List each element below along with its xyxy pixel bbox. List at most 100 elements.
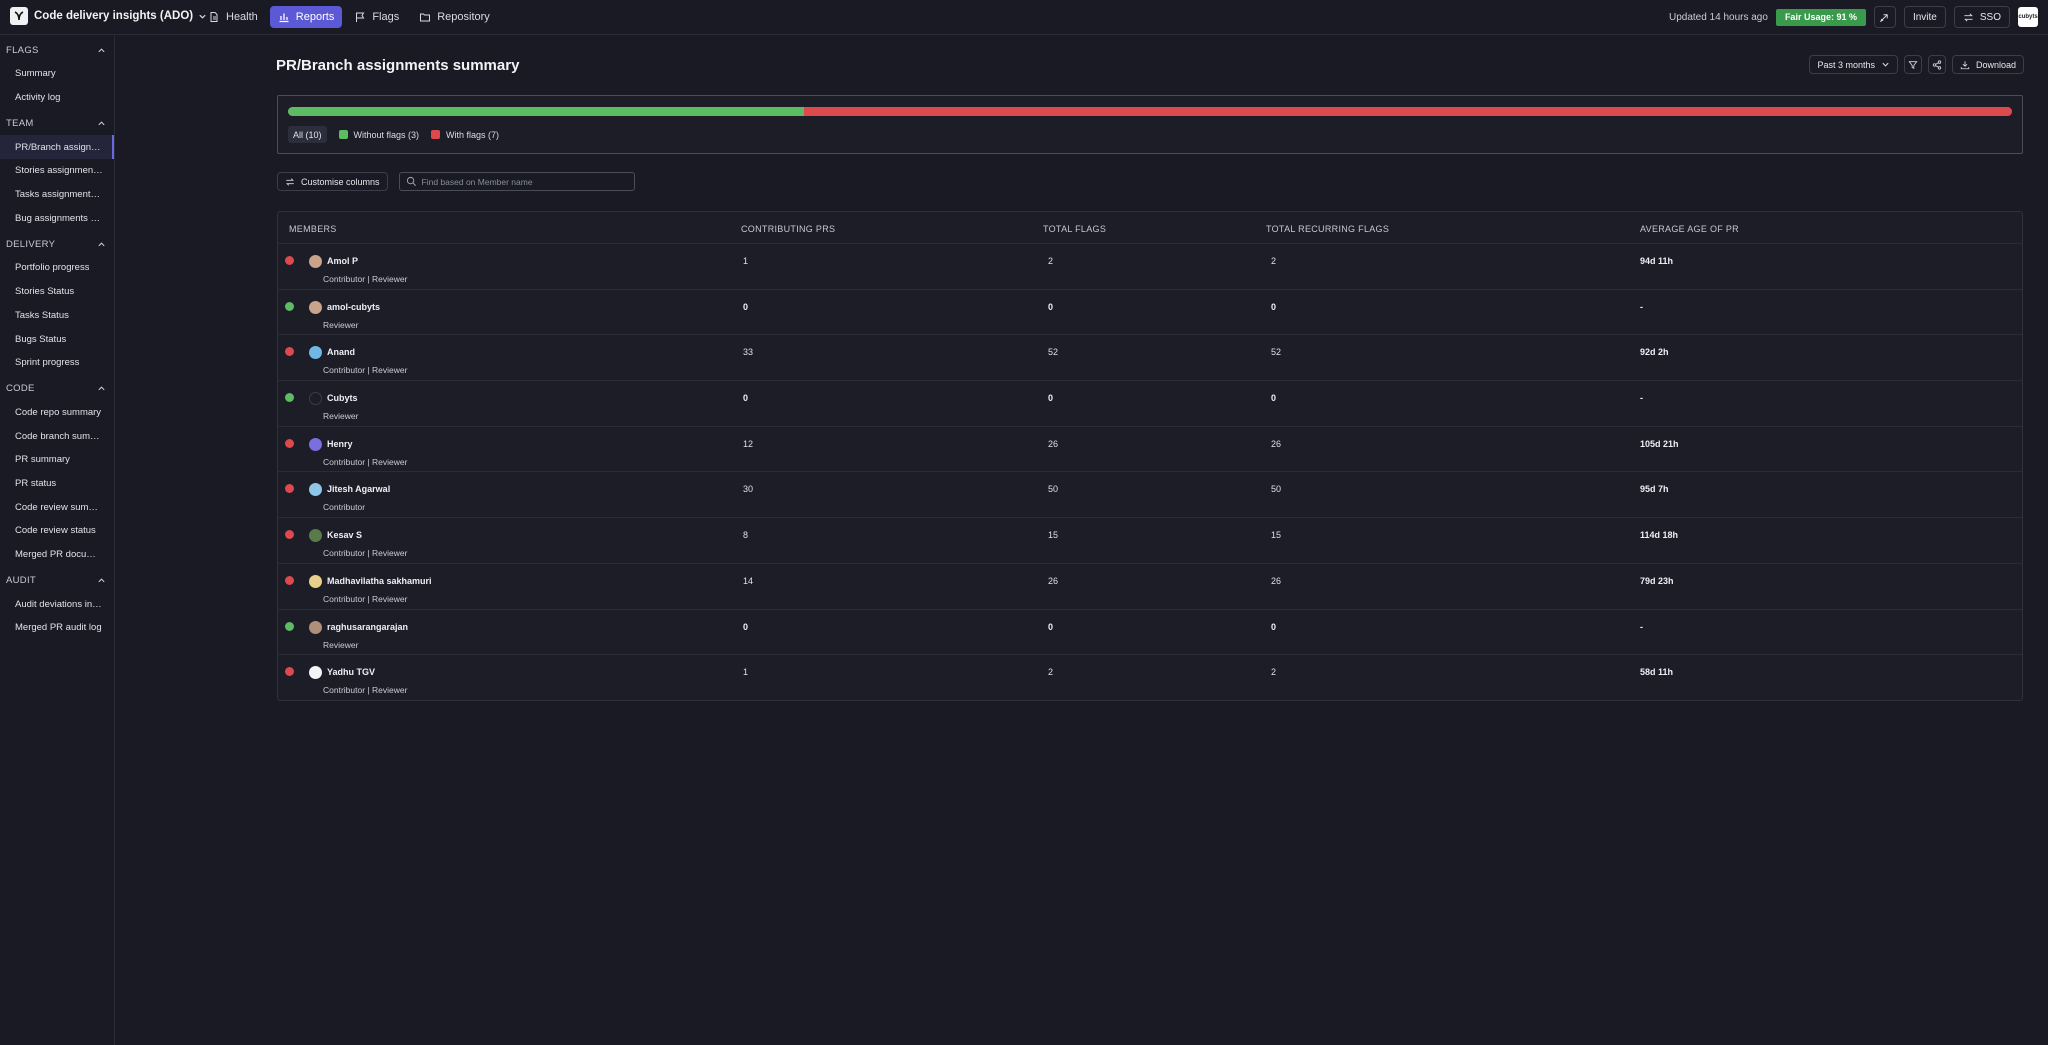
chevron-up-icon bbox=[98, 242, 105, 246]
sidebar-section-audit[interactable]: AUDIT bbox=[0, 570, 114, 590]
filter-all-chip[interactable]: All (10) bbox=[288, 126, 327, 143]
sidebar-item-pr-status[interactable]: PR status bbox=[0, 472, 114, 496]
member-role: Reviewer bbox=[323, 411, 359, 422]
sidebar-item-stories-status[interactable]: Stories Status bbox=[0, 280, 114, 304]
customise-columns-button[interactable]: Customise columns bbox=[277, 172, 388, 191]
sidebar-item-pr-branch-assignments-summary[interactable]: PR/Branch assignments summary bbox=[0, 135, 114, 160]
member-name[interactable]: Kesav S bbox=[327, 530, 363, 541]
sidebar-section-delivery[interactable]: DELIVERY bbox=[0, 234, 114, 254]
without-flags-segment[interactable] bbox=[288, 107, 805, 116]
total-recurring-flags-value: 2 bbox=[1271, 256, 1277, 266]
table-row[interactable]: Madhavilatha sakhamuri Contributor | Rev… bbox=[278, 564, 2022, 610]
sidebar-item-portfolio-progress[interactable]: Portfolio progress bbox=[0, 256, 114, 280]
total-flags-value: 26 bbox=[1048, 438, 1059, 449]
sidebar-item-code-branch-summary[interactable]: Code branch summary bbox=[0, 424, 114, 448]
sidebar-item-sprint-progress[interactable]: Sprint progress bbox=[0, 351, 114, 375]
user-avatar[interactable]: cubyts bbox=[2018, 7, 2038, 27]
header-total-recurring-flags[interactable]: TOTAL RECURRING FLAGS bbox=[1266, 224, 1390, 234]
member-name[interactable]: Yadhu TGV bbox=[327, 667, 376, 678]
sidebar-item-label: Sprint progress bbox=[15, 357, 80, 369]
member-role: Reviewer bbox=[323, 319, 359, 330]
filter-without-flags[interactable]: Without flags (3) bbox=[338, 129, 420, 140]
table-row[interactable]: Anand Contributor | Reviewer 33 52 52 92… bbox=[278, 335, 2022, 382]
nav-health[interactable]: Health bbox=[200, 6, 266, 28]
flag-status-dot bbox=[285, 667, 294, 677]
sidebar-item-code-review-summary[interactable]: Code review summary bbox=[0, 495, 114, 519]
member-name[interactable]: amol-cubyts bbox=[327, 301, 381, 312]
member-name[interactable]: Henry bbox=[327, 438, 353, 449]
member-name[interactable]: Madhavilatha sakhamuri bbox=[327, 575, 432, 586]
header-contributing-prs[interactable]: CONTRIBUTING PRS bbox=[741, 224, 836, 234]
total-flags-value: 0 bbox=[1048, 621, 1054, 632]
sidebar-item-activity-log[interactable]: Activity log bbox=[0, 86, 114, 110]
header-members[interactable]: MEMBERS bbox=[289, 224, 337, 234]
member-search-input[interactable] bbox=[421, 176, 622, 187]
sidebar-item-bug-assignments-summary[interactable]: Bug assignments summary bbox=[0, 206, 114, 230]
without-flags-label: Without flags (3) bbox=[353, 129, 420, 140]
table-row[interactable]: Cubyts Reviewer 0 0 0 - bbox=[278, 381, 2022, 427]
table-row[interactable]: Jitesh Agarwal Contributor 30 50 50 95d … bbox=[278, 472, 2022, 519]
sidebar-item-tasks-status[interactable]: Tasks Status bbox=[0, 304, 114, 328]
with-flags-segment[interactable] bbox=[804, 107, 2012, 116]
member-name[interactable]: raghusarangarajan bbox=[327, 621, 409, 632]
filter-button[interactable] bbox=[1903, 55, 1922, 74]
download-button[interactable]: Download bbox=[1951, 55, 2024, 74]
contributing-prs-value: 0 bbox=[743, 393, 749, 404]
sidebar-section-team[interactable]: TEAM bbox=[0, 113, 114, 133]
sidebar-item-label: PR/Branch assignments summary bbox=[15, 141, 103, 153]
sidebar-item-code-repo-summary[interactable]: Code repo summary bbox=[0, 401, 114, 425]
sidebar-item-audit-deviations-in-open-prs[interactable]: Audit deviations in open PRs bbox=[0, 592, 114, 616]
sidebar-item-merged-pr-audit-log[interactable]: Merged PR audit log bbox=[0, 616, 114, 640]
member-search bbox=[398, 172, 635, 191]
sidebar-item-merged-pr-documentation[interactable]: Merged PR documentation bbox=[0, 543, 114, 567]
total-recurring-flags-value: 52 bbox=[1271, 347, 1282, 358]
member-name[interactable]: Cubyts bbox=[327, 393, 358, 404]
sidebar-item-summary[interactable]: Summary bbox=[0, 62, 114, 86]
sso-button[interactable]: SSO bbox=[1953, 6, 2010, 28]
sidebar-item-pr-summary[interactable]: PR summary bbox=[0, 448, 114, 472]
members-table: MEMBERS CONTRIBUTING PRS TOTAL FLAGS TOT… bbox=[277, 211, 2023, 701]
table-row[interactable]: Henry Contributor | Reviewer 12 26 26 10… bbox=[278, 427, 2022, 473]
nav-flags[interactable]: Flags bbox=[346, 6, 407, 28]
invite-button[interactable]: Invite bbox=[1903, 6, 1946, 28]
share-button[interactable] bbox=[1927, 55, 1946, 74]
nav-repository-label: Repository bbox=[437, 11, 490, 23]
contributing-prs-value: 30 bbox=[743, 484, 754, 495]
nav-repository[interactable]: Repository bbox=[411, 6, 498, 28]
total-recurring-flags-value: 26 bbox=[1271, 438, 1282, 449]
sidebar-item-bugs-status[interactable]: Bugs Status bbox=[0, 327, 114, 351]
average-age-value: 95d 7h bbox=[1640, 484, 1669, 495]
sso-label: SSO bbox=[1979, 11, 2001, 23]
flag-status-dot bbox=[285, 530, 294, 540]
customise-columns-label: Customise columns bbox=[301, 176, 380, 187]
period-select[interactable]: Past 3 months bbox=[1809, 55, 1898, 74]
sidebar-item-code-review-status[interactable]: Code review status bbox=[0, 519, 114, 543]
header-average-age[interactable]: AVERAGE AGE OF PR bbox=[1640, 224, 1739, 234]
table-row[interactable]: raghusarangarajan Reviewer 0 0 0 - bbox=[278, 610, 2022, 656]
filter-with-flags[interactable]: With flags (7) bbox=[431, 130, 499, 140]
member-avatar bbox=[309, 529, 322, 543]
sidebar-item-label: Code branch summary bbox=[15, 430, 103, 442]
table-row[interactable]: Yadhu TGV Contributor | Reviewer 1 2 2 5… bbox=[278, 655, 2022, 700]
sidebar-section-flags[interactable]: FLAGS bbox=[0, 40, 114, 60]
header-total-flags[interactable]: TOTAL FLAGS bbox=[1043, 224, 1107, 234]
table-row[interactable]: Kesav S Contributor | Reviewer 8 15 15 1… bbox=[278, 518, 2022, 564]
workspace-selector[interactable]: Code delivery insights (ADO) bbox=[34, 10, 207, 22]
with-flags-swatch bbox=[431, 130, 441, 139]
member-name[interactable]: Amol P bbox=[327, 256, 359, 266]
member-name[interactable]: Jitesh Agarwal bbox=[327, 484, 391, 495]
contributing-prs-value: 0 bbox=[743, 621, 749, 632]
chevron-up-icon bbox=[98, 386, 105, 391]
member-role: Contributor | Reviewer bbox=[323, 274, 408, 284]
sidebar-item-stories-assignments-summary[interactable]: Stories assignments summary bbox=[0, 159, 114, 183]
help-button[interactable] bbox=[1873, 6, 1896, 28]
sidebar-section-code[interactable]: CODE bbox=[0, 379, 114, 399]
nav-reports[interactable]: Reports bbox=[269, 6, 343, 28]
table-row[interactable]: Amol P Contributor | Reviewer 1 2 2 94d … bbox=[278, 244, 2022, 290]
app-logo-icon[interactable] bbox=[10, 7, 28, 25]
member-name[interactable]: Anand bbox=[327, 347, 355, 358]
sidebar-item-label: Stories assignments summary bbox=[15, 165, 103, 177]
flag-status-dot bbox=[285, 621, 294, 631]
table-row[interactable]: amol-cubyts Reviewer 0 0 0 - bbox=[278, 290, 2022, 336]
sidebar-item-tasks-assignments-summary[interactable]: Tasks assignments summary bbox=[0, 183, 114, 207]
